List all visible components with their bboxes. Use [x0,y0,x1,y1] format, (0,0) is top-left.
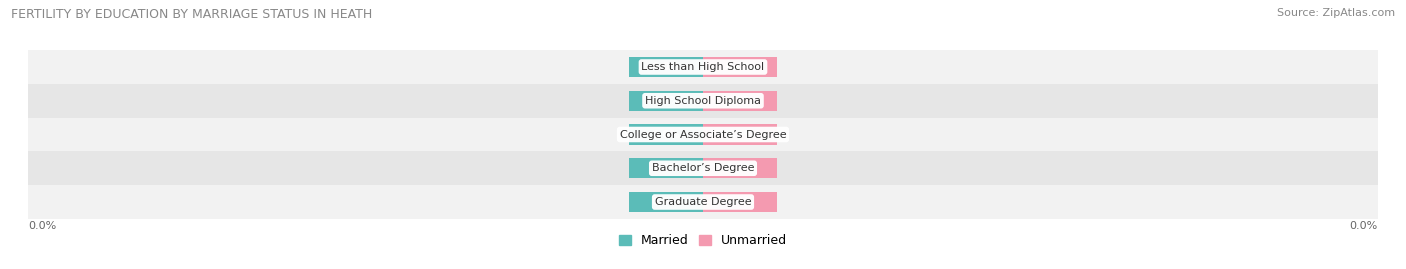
Text: 0.0%: 0.0% [725,163,755,173]
Text: 0.0%: 0.0% [725,129,755,140]
Bar [28,84,1378,118]
Bar [28,50,1378,84]
Text: 0.0%: 0.0% [28,221,56,231]
Text: 0.0%: 0.0% [651,197,681,207]
Bar [703,158,778,178]
Text: 0.0%: 0.0% [651,96,681,106]
Text: College or Associate’s Degree: College or Associate’s Degree [620,129,786,140]
Text: 0.0%: 0.0% [725,96,755,106]
Bar [628,192,703,212]
Text: FERTILITY BY EDUCATION BY MARRIAGE STATUS IN HEATH: FERTILITY BY EDUCATION BY MARRIAGE STATU… [11,8,373,21]
Bar [628,158,703,178]
Text: High School Diploma: High School Diploma [645,96,761,106]
Text: Graduate Degree: Graduate Degree [655,197,751,207]
Text: 0.0%: 0.0% [725,197,755,207]
Text: 0.0%: 0.0% [651,129,681,140]
Bar [28,118,1378,151]
Text: Bachelor’s Degree: Bachelor’s Degree [652,163,754,173]
Text: 0.0%: 0.0% [651,163,681,173]
Bar [703,124,778,145]
Bar [28,151,1378,185]
Text: 0.0%: 0.0% [651,62,681,72]
Text: Source: ZipAtlas.com: Source: ZipAtlas.com [1277,8,1395,18]
Text: 0.0%: 0.0% [725,62,755,72]
Bar [628,91,703,111]
Bar [703,91,778,111]
Bar [628,57,703,77]
Text: Less than High School: Less than High School [641,62,765,72]
Bar [703,192,778,212]
Bar [28,185,1378,219]
Bar [703,57,778,77]
Bar [628,124,703,145]
Legend: Married, Unmarried: Married, Unmarried [613,229,793,252]
Text: 0.0%: 0.0% [1350,221,1378,231]
